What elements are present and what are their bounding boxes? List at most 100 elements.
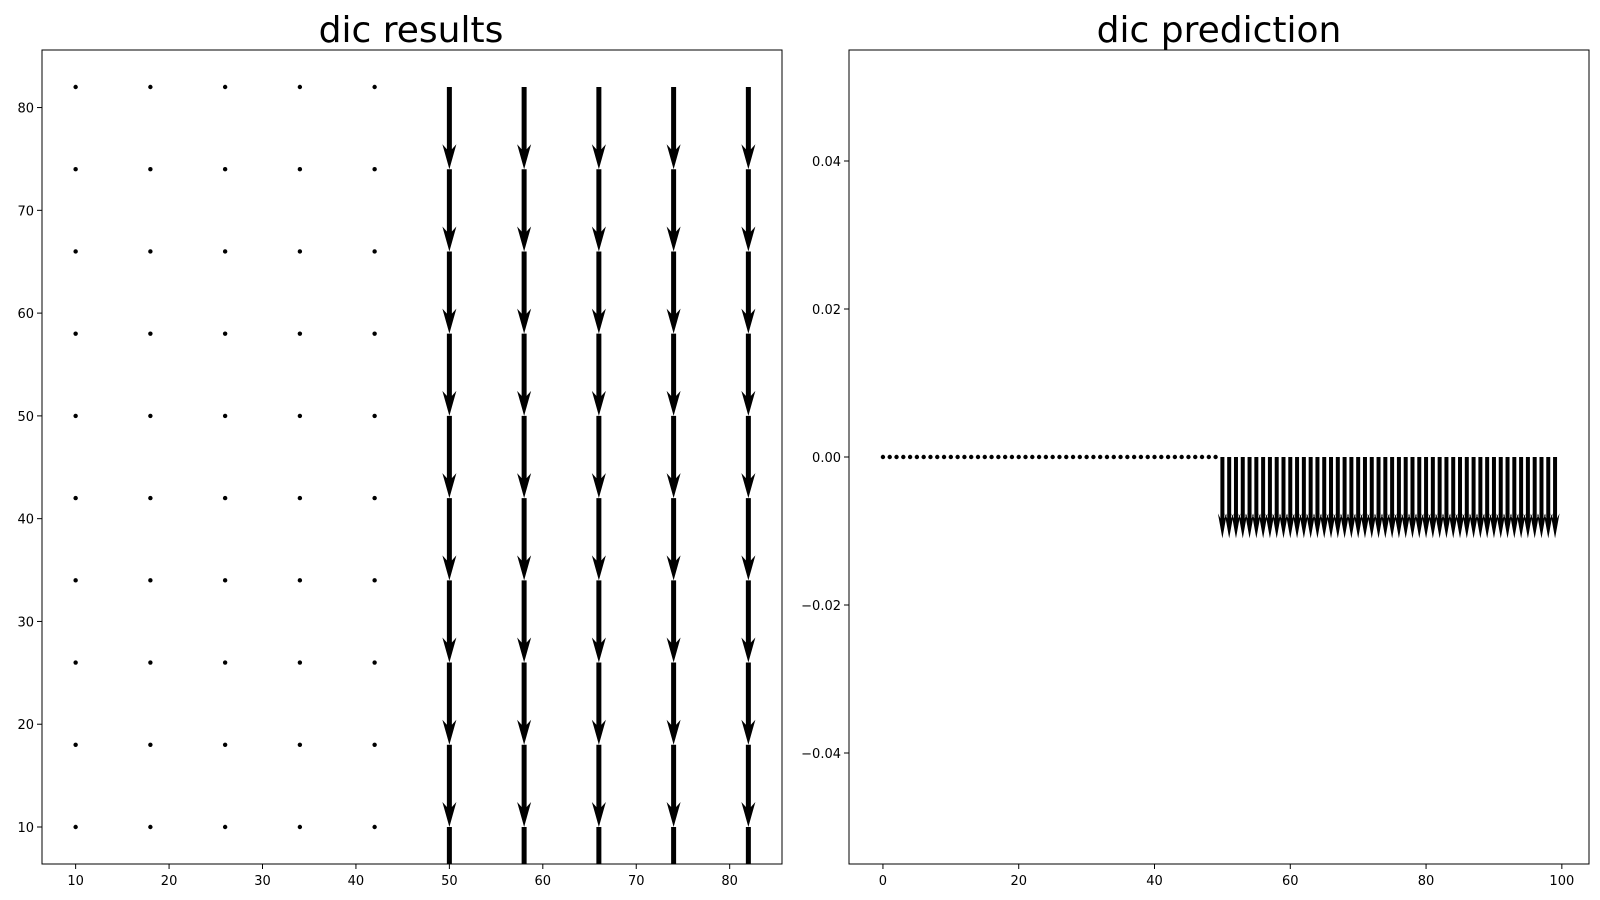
dic-results-arrow — [666, 251, 681, 334]
dic-results-zero-vector — [297, 578, 303, 583]
dic-prediction-arrow — [1550, 457, 1560, 539]
dic-prediction-arrow — [1265, 457, 1275, 539]
dic-prediction-zero-vector — [1206, 454, 1212, 460]
dic-prediction-arrow — [1319, 457, 1329, 539]
dic-results-arrow — [666, 169, 681, 252]
dic-prediction-arrow — [1414, 457, 1424, 539]
dic-results-y-tick-label: 10 — [17, 821, 34, 836]
dic-results-arrow — [591, 744, 606, 827]
dic-prediction-zero-vector — [880, 454, 886, 460]
dic-prediction-arrow — [1543, 457, 1553, 539]
dic-results-zero-vector — [372, 578, 377, 583]
dic-prediction-zero-vector — [1186, 454, 1191, 460]
dic-results-panel: dic results 10 20 30 40 50 60 70 80 10 20 30 40 50 6… — [17, 10, 783, 889]
dic-results-zero-vector — [297, 742, 303, 747]
dic-prediction-arrow — [1380, 457, 1390, 539]
dic-results-zero-vector — [73, 660, 78, 665]
dic-prediction-zero-vector — [1057, 454, 1062, 460]
dic-results-y-tick-label: 20 — [17, 718, 34, 733]
dic-results-zero-vector — [148, 84, 153, 90]
dic-prediction-arrow — [1482, 457, 1492, 539]
dic-results-arrow — [741, 333, 756, 416]
dic-results-arrow — [741, 662, 756, 745]
dic-prediction-zero-vector — [1138, 454, 1144, 460]
dic-prediction-zero-vector — [1030, 454, 1035, 460]
dic-prediction-arrow — [1496, 457, 1506, 539]
dic-prediction-arrow — [1421, 457, 1431, 539]
dic-prediction-zero-vector — [1016, 454, 1021, 460]
dic-prediction-zero-vector — [914, 454, 920, 460]
dic-prediction-zero-vector — [1070, 454, 1076, 460]
dic-results-zero-vector — [297, 413, 303, 419]
dic-results-x-tick-label: 30 — [254, 874, 271, 889]
dic-prediction-arrow — [1312, 457, 1322, 539]
dic-results-arrow — [442, 662, 457, 745]
dic-results-title: dic results — [319, 10, 504, 51]
dic-prediction-arrow — [1469, 457, 1479, 539]
dic-prediction-zero-vector — [928, 454, 933, 460]
dic-results-zero-vector — [372, 331, 377, 336]
dic-results-x-tick-label: 10 — [67, 874, 84, 889]
dic-prediction-x-tick-label: 40 — [1146, 874, 1163, 889]
dic-prediction-zero-vector — [948, 454, 954, 460]
dic-results-zero-vector — [73, 84, 78, 90]
dic-results-arrow — [591, 498, 606, 581]
dic-prediction-zero-vector — [901, 454, 906, 460]
dic-prediction-zero-vector — [989, 454, 994, 460]
dic-results-zero-vector — [148, 578, 153, 583]
dic-results-zero-vector — [372, 249, 377, 254]
dic-prediction-panel: dic prediction 0 20 40 60 80 100 0.04 0.02 0.00… — [801, 10, 1590, 889]
dic-results-vectors — [73, 84, 756, 864]
dic-results-zero-vector — [222, 578, 228, 583]
dic-results-arrow — [517, 333, 532, 416]
dic-results-zero-vector — [148, 331, 153, 336]
dic-prediction-arrow — [1353, 457, 1363, 539]
dic-prediction-zero-vector — [1036, 454, 1042, 460]
dic-prediction-zero-vector — [1118, 454, 1123, 460]
dic-results-arrow — [745, 827, 751, 864]
dic-prediction-x-ticks: 0 20 40 60 80 100 — [879, 864, 1574, 889]
dic-results-zero-vector — [372, 495, 377, 501]
dic-prediction-zero-vector — [1145, 454, 1150, 460]
dic-prediction-x-tick-label: 20 — [1010, 874, 1027, 889]
dic-prediction-arrow — [1217, 457, 1227, 539]
dic-prediction-zero-vector — [921, 454, 926, 460]
dic-prediction-zero-vector — [941, 454, 947, 460]
dic-prediction-arrow — [1346, 457, 1356, 539]
dic-results-zero-vector — [372, 84, 377, 90]
dic-prediction-y-tick-label: 0.00 — [812, 451, 841, 466]
dic-prediction-arrow — [1326, 457, 1336, 539]
dic-results-arrow — [741, 415, 756, 499]
dic-prediction-arrow — [1292, 457, 1302, 539]
dic-results-zero-vector — [297, 495, 303, 501]
dic-results-arrow — [741, 169, 756, 252]
dic-results-zero-vector — [73, 167, 78, 172]
dic-prediction-arrow — [1489, 457, 1499, 539]
dic-results-zero-vector — [148, 249, 153, 254]
dic-prediction-title: dic prediction — [1097, 10, 1342, 51]
dic-results-zero-vector — [222, 84, 228, 90]
dic-results-zero-vector — [73, 742, 78, 747]
dic-results-zero-vector — [297, 167, 303, 172]
dic-results-zero-vector — [222, 167, 228, 172]
dic-results-zero-vector — [148, 413, 153, 419]
dic-results-y-tick-label: 80 — [17, 102, 34, 117]
dic-results-zero-vector — [372, 742, 377, 747]
dic-results-zero-vector — [372, 660, 377, 665]
dic-prediction-arrow — [1441, 457, 1451, 539]
dic-results-zero-vector — [73, 331, 78, 336]
dic-prediction-zero-vector — [1050, 454, 1055, 460]
dic-results-arrow — [517, 169, 532, 252]
dic-results-arrow — [442, 498, 457, 581]
dic-prediction-arrow — [1401, 457, 1411, 539]
dic-results-y-tick-label: 70 — [17, 204, 34, 219]
dic-results-zero-vector — [222, 413, 228, 419]
dic-prediction-arrow — [1231, 457, 1241, 539]
dic-prediction-y-tick-label: 0.04 — [812, 155, 841, 170]
dic-results-axes-frame — [41, 49, 783, 865]
dic-results-zero-vector — [297, 331, 303, 336]
dic-results-zero-vector — [222, 331, 228, 336]
dic-prediction-arrow — [1306, 457, 1316, 539]
dic-results-x-tick-label: 60 — [535, 874, 552, 889]
